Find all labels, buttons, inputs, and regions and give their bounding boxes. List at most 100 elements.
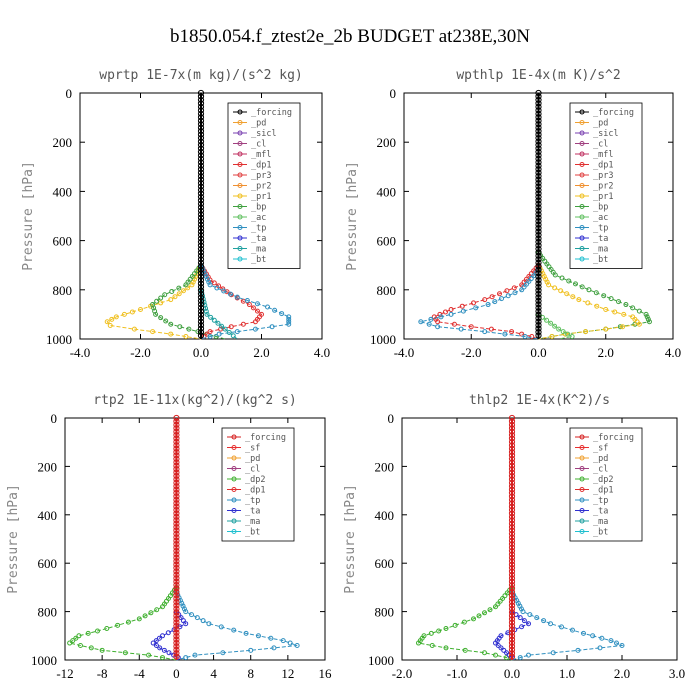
data-point: [508, 575, 516, 582]
data-point: [173, 547, 180, 555]
data-point: [197, 93, 205, 100]
data-point: [549, 334, 555, 340]
data-point: [535, 332, 542, 339]
data-point: [180, 603, 186, 609]
data-point: [527, 612, 533, 618]
data-point: [280, 638, 286, 644]
data-point: [173, 513, 180, 520]
legend-marker: [237, 204, 243, 209]
data-point: [222, 326, 228, 332]
data-point: [523, 281, 529, 287]
data-point: [156, 635, 162, 641]
data-point: [535, 173, 542, 180]
data-point: [173, 585, 180, 592]
data-point: [173, 523, 180, 531]
data-point: [508, 578, 516, 585]
data-point: [512, 290, 518, 296]
data-point: [173, 483, 180, 490]
legend-label: _cl: [251, 140, 266, 150]
data-point: [173, 435, 180, 442]
data-point: [492, 299, 498, 305]
data-point: [488, 326, 494, 332]
data-point: [575, 647, 581, 653]
data-point: [173, 506, 180, 514]
series-line-tp: [511, 591, 624, 661]
data-point: [208, 314, 214, 320]
data-point: [286, 314, 292, 320]
data-point: [77, 642, 83, 648]
data-point: [535, 110, 542, 117]
data-point: [535, 218, 542, 225]
data-point: [443, 645, 449, 651]
data-point: [508, 466, 516, 473]
legend-marker: [579, 445, 585, 450]
data-point: [535, 89, 542, 97]
data-point: [517, 655, 523, 661]
data-point: [197, 186, 205, 194]
data-point: [579, 284, 585, 290]
legend-label: _pr3: [593, 171, 613, 181]
data-point: [173, 595, 180, 602]
data-point: [183, 609, 189, 615]
legend-marker: [579, 120, 585, 125]
data-point: [508, 513, 516, 520]
data-point: [173, 568, 180, 575]
data-point: [535, 124, 542, 131]
legend-label: _tp: [245, 496, 260, 506]
data-point: [197, 308, 205, 315]
data-point: [535, 266, 542, 273]
legend-marker: [579, 256, 585, 262]
data-point: [558, 288, 564, 294]
legend-marker: [579, 455, 585, 461]
data-point: [197, 134, 205, 142]
data-point: [173, 581, 180, 589]
legend-label: _dp1: [593, 486, 613, 496]
data-point: [197, 207, 205, 214]
data-point: [508, 510, 516, 517]
data-point: [173, 479, 180, 486]
x-tick-label: 1.0: [559, 666, 575, 681]
data-point: [190, 279, 196, 285]
data-point: [442, 309, 448, 315]
legend-marker: [579, 497, 585, 503]
panel-4: thlp2 1E-4x(K^2)/s Pressure [hPa] -2.0 -1.0…: [343, 393, 685, 681]
data-point: [197, 218, 205, 225]
data-point: [603, 326, 609, 332]
data-point: [643, 311, 649, 317]
data-point: [535, 93, 542, 100]
data-point: [197, 283, 205, 291]
legend-label: _ma: [593, 517, 608, 527]
data-point: [508, 438, 516, 445]
data-point: [508, 554, 516, 561]
data-point: [526, 652, 531, 658]
data-point: [173, 626, 180, 633]
data-point: [473, 305, 479, 311]
data-point: [173, 537, 180, 544]
y-axis-label: Pressure [hPa]: [21, 161, 36, 271]
data-point: [508, 551, 516, 558]
data-point: [535, 159, 542, 166]
data-point: [183, 282, 189, 288]
plot-frame: [401, 417, 678, 661]
data-point: [173, 564, 180, 572]
data-point: [448, 306, 454, 312]
data-point: [173, 462, 180, 469]
data-point: [428, 316, 434, 322]
legend-label: _ma: [593, 245, 608, 255]
data-point: [197, 159, 205, 166]
legend-label: _cl: [245, 465, 260, 475]
data-point: [173, 558, 180, 565]
data-point: [493, 640, 498, 646]
data-point: [231, 627, 237, 633]
data-point: [508, 564, 516, 572]
legend-label: _forcing: [251, 108, 292, 118]
data-point: [535, 100, 542, 107]
legend-marker: [231, 455, 237, 461]
data-point: [535, 193, 542, 201]
legend-label: _pd: [593, 119, 608, 129]
data-point: [535, 270, 542, 277]
legend-marker: [231, 508, 237, 513]
data-point: [645, 316, 651, 322]
y-axis-label: Pressure [hPa]: [343, 484, 358, 594]
data-point: [158, 300, 164, 306]
